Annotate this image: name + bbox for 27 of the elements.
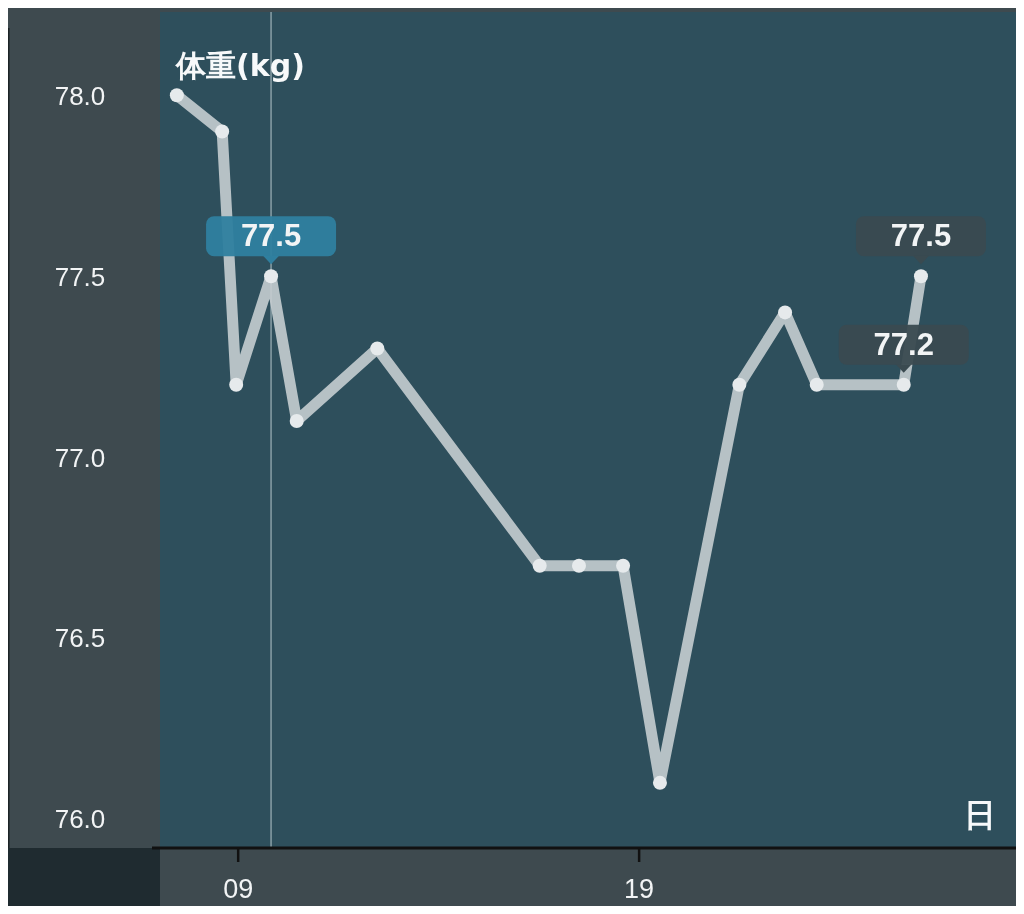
y-tick-label: 77.0 [54,442,106,473]
point [264,269,279,284]
y-tick-label: 78.0 [54,80,106,111]
point [229,377,244,392]
point [532,558,547,573]
point [809,377,824,392]
x-axis-title: 日 [964,796,996,834]
data-label: 77.2 [873,326,934,362]
point [616,558,631,573]
point [370,341,385,356]
data-label: 77.5 [890,218,952,254]
y-tick-label: 77.5 [54,261,106,292]
point [289,413,304,428]
point [896,377,911,392]
point [652,775,667,790]
point [169,88,184,103]
point [913,269,928,284]
y-tick-label: 76.0 [54,804,106,835]
point [732,377,747,392]
x-tick-label: 09 [223,874,254,904]
data-label: 77.5 [240,218,302,254]
point [571,558,586,573]
y-tick-label: 76.5 [54,623,106,654]
x-tick-label: 19 [624,874,655,904]
point [215,124,230,139]
point [778,305,793,320]
y-axis-title: 体重(kg) [175,48,305,83]
